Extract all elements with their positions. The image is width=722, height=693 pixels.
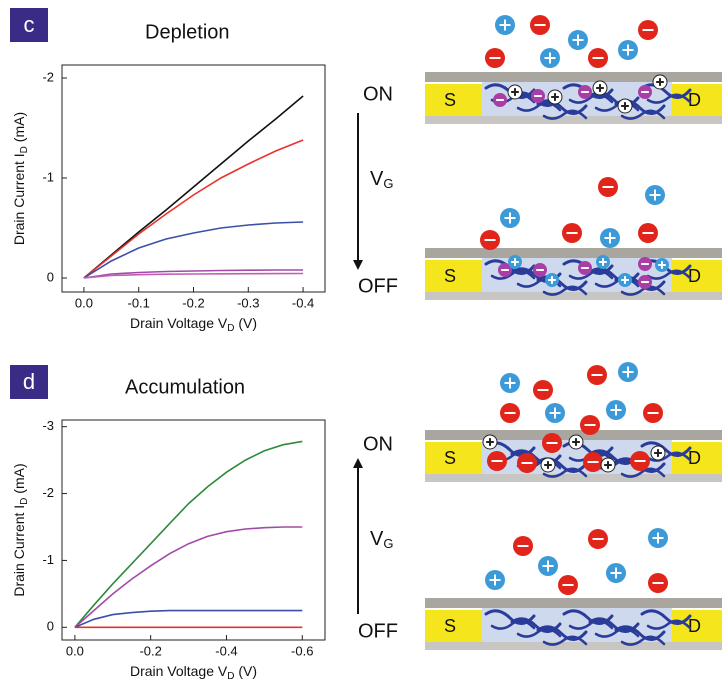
substrate: [425, 598, 722, 608]
y-axis-label-part: Drain Current I: [11, 153, 27, 245]
panel-label: d: [23, 369, 35, 394]
gate-label-part: G: [383, 176, 393, 191]
x-tick-label: -0.1: [128, 295, 150, 310]
x-tick-label: -0.2: [182, 295, 204, 310]
on-label: ON: [363, 83, 393, 105]
x-axis-label-part: Drain Voltage V: [130, 315, 228, 331]
substrate: [425, 248, 722, 258]
substrate-base: [425, 474, 722, 482]
substrate-base: [425, 292, 722, 300]
substrate-base: [425, 116, 722, 124]
data-line: [84, 140, 303, 278]
source-label: S: [444, 448, 456, 468]
panel-label: c: [24, 12, 35, 37]
x-axis-label: Drain Voltage VD (V): [130, 663, 257, 682]
gate-label-part: V: [370, 528, 384, 550]
x-axis-label-part: D: [227, 671, 234, 682]
off-label: OFF: [358, 620, 398, 642]
y-tick-label: -2: [42, 69, 54, 84]
data-line: [75, 611, 302, 628]
x-tick-label: -0.4: [215, 643, 237, 658]
substrate-base: [425, 642, 722, 650]
x-tick-label: -0.2: [139, 643, 161, 658]
y-tick-label: 0: [47, 269, 54, 284]
x-tick-label: -0.4: [292, 295, 314, 310]
x-axis-label-part: D: [227, 323, 234, 334]
x-tick-label: -0.3: [237, 295, 259, 310]
y-axis-label-part: (mA): [11, 463, 27, 497]
x-axis-label-part: Drain Voltage V: [130, 663, 228, 679]
y-axis-label-part: Drain Current I: [11, 505, 27, 597]
y-axis-label: Drain Current ID (mA): [11, 112, 30, 245]
y-tick-label: -2: [42, 485, 54, 500]
substrate: [425, 72, 722, 82]
drain-label: D: [688, 448, 701, 468]
drain-label: D: [688, 90, 701, 110]
on-label: ON: [363, 433, 393, 455]
source-label: S: [444, 266, 456, 286]
x-axis-label-part: (V): [234, 663, 257, 679]
drain-label: D: [688, 266, 701, 286]
data-line: [75, 527, 302, 627]
y-tick-label: -1: [42, 552, 54, 567]
plot-frame: [62, 65, 325, 292]
gate-label: VG: [370, 528, 393, 551]
drain-label: D: [688, 616, 701, 636]
x-axis-label-part: (V): [234, 315, 257, 331]
source-label: S: [444, 90, 456, 110]
y-tick-label: 0: [47, 619, 54, 634]
chart-title: Depletion: [145, 21, 230, 43]
y-axis-label-part: D: [19, 498, 30, 505]
y-tick-label: -1: [42, 169, 54, 184]
figure: 0.0-0.1-0.2-0.3-0.40-1-2Drain Voltage VD…: [0, 0, 722, 688]
x-tick-label: 0.0: [66, 643, 84, 658]
off-label: OFF: [358, 275, 398, 297]
gate-label: VG: [370, 168, 393, 191]
y-axis-label: Drain Current ID (mA): [11, 463, 30, 596]
x-tick-label: 0.0: [75, 295, 93, 310]
gate-label-part: V: [370, 168, 384, 190]
y-axis-label-part: (mA): [11, 112, 27, 146]
y-tick-label: -3: [42, 418, 54, 433]
gate-label-part: G: [383, 536, 393, 551]
y-axis-label-part: D: [19, 146, 30, 153]
data-line: [75, 441, 302, 627]
x-axis-label: Drain Voltage VD (V): [130, 315, 257, 334]
plot-frame: [62, 420, 325, 640]
source-label: S: [444, 616, 456, 636]
x-tick-label: -0.6: [291, 643, 313, 658]
chart-title: Accumulation: [125, 376, 245, 398]
